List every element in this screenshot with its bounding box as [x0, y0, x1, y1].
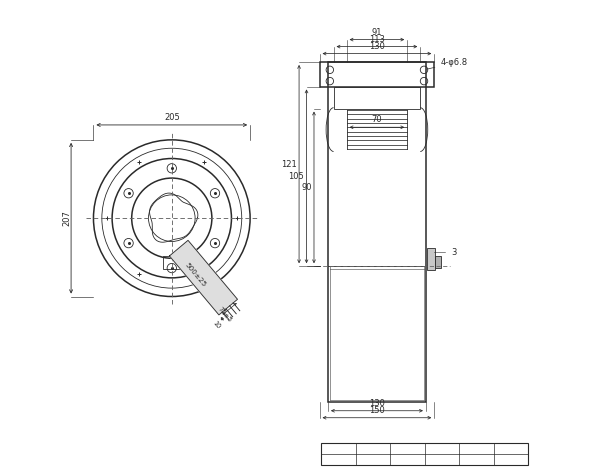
Text: 75±5: 75±5	[217, 306, 233, 323]
Bar	[427, 248, 435, 271]
Text: 130: 130	[369, 42, 385, 51]
Bar	[334, 86, 420, 109]
Text: 207: 207	[63, 210, 72, 226]
Text: 130: 130	[369, 399, 385, 408]
Bar	[163, 256, 181, 269]
Polygon shape	[169, 241, 238, 315]
Text: 70: 70	[371, 115, 382, 124]
Bar	[328, 62, 426, 402]
Text: 4-φ6.8: 4-φ6.8	[427, 58, 467, 69]
Text: 500±25: 500±25	[184, 262, 207, 288]
Text: 91: 91	[371, 28, 382, 37]
Text: 113: 113	[369, 35, 385, 44]
Text: 121: 121	[281, 159, 297, 168]
Text: 3: 3	[451, 248, 457, 257]
Text: 150: 150	[369, 406, 385, 415]
Text: 105: 105	[289, 172, 304, 181]
Bar	[321, 443, 529, 465]
Bar	[435, 256, 441, 268]
Text: 205: 205	[164, 113, 179, 121]
Text: 10: 10	[212, 319, 221, 329]
Text: 90: 90	[301, 183, 311, 192]
Bar	[320, 62, 434, 86]
